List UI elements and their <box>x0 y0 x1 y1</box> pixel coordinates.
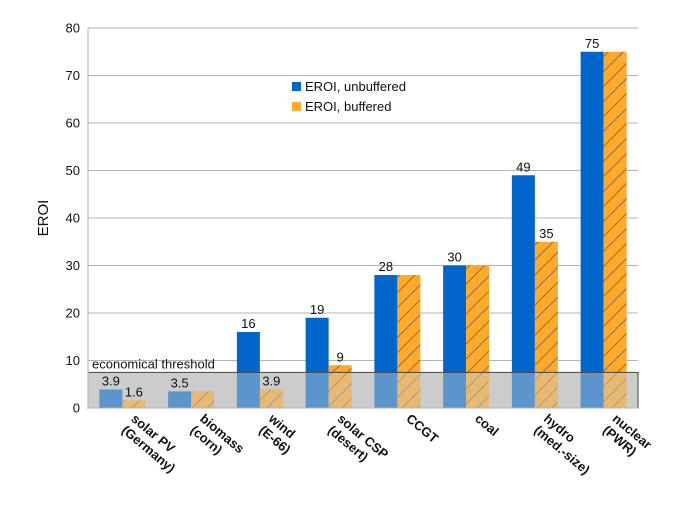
threshold-overlay <box>87 371 639 409</box>
y-tick-label: 50 <box>66 163 80 178</box>
y-axis-title: EROI <box>35 200 52 237</box>
data-label: 19 <box>310 302 324 317</box>
data-label: 9 <box>337 349 344 364</box>
x-category-label: nuclear(PWR) <box>600 411 655 464</box>
y-tick-label: 20 <box>66 306 80 321</box>
bar-unbuffered <box>580 51 604 408</box>
legend-label: EROI, unbuffered <box>305 79 406 94</box>
y-tick-label: 40 <box>66 211 80 226</box>
bar-unbuffered <box>168 391 192 408</box>
x-category-label-line: CCGT <box>403 411 441 446</box>
bar-unbuffered <box>374 275 398 408</box>
x-category-label: solar PV(Germany) <box>119 411 188 476</box>
data-label: 49 <box>516 159 530 174</box>
x-category-label: wind(E-66) <box>256 410 304 457</box>
legend-label: EROI, buffered <box>305 99 391 114</box>
overlay-layer: economical threshold <box>87 356 639 409</box>
bar-hatch <box>603 51 627 408</box>
x-category-label: hydro(med.-size) <box>531 411 602 478</box>
data-label: 3.9 <box>102 373 120 388</box>
data-label: 30 <box>447 250 461 265</box>
bar-hatch <box>534 241 558 408</box>
y-tick-label: 30 <box>66 258 80 273</box>
data-label: 28 <box>379 259 393 274</box>
legend: EROI, unbuffered EROI, buffered <box>292 79 406 114</box>
axis-layer: 0 10 20 30 40 50 60 70 80 EROI <box>35 21 638 416</box>
x-category-label: CCGT <box>403 411 441 446</box>
legend-swatch <box>292 102 301 111</box>
data-label: 75 <box>585 36 599 51</box>
bar-hatch <box>122 400 146 408</box>
data-label: 3.9 <box>262 373 280 388</box>
bars-layer <box>99 51 627 408</box>
bar-unbuffered <box>99 389 123 408</box>
bar-hatch <box>328 365 352 408</box>
x-category-label: coal <box>472 411 502 439</box>
bar-unbuffered <box>305 317 329 408</box>
y-tick-label: 10 <box>66 353 80 368</box>
y-tick-label: 0 <box>73 401 80 416</box>
data-label: 3.5 <box>171 375 189 390</box>
data-label: 1.6 <box>125 384 143 399</box>
y-tick-label: 80 <box>66 21 80 36</box>
bar-unbuffered <box>236 332 260 408</box>
bar-hatch <box>397 275 421 408</box>
x-category-label-line: coal <box>472 411 502 439</box>
data-label: 35 <box>539 226 553 241</box>
bar-hatch <box>259 389 283 408</box>
y-tick-label: 60 <box>66 116 80 131</box>
bar-unbuffered <box>511 175 535 408</box>
threshold-label: economical threshold <box>92 356 215 371</box>
bar-hatch <box>191 391 215 408</box>
x-category-label: solar CSP(desert) <box>325 411 392 474</box>
y-tick-label: 70 <box>66 68 80 83</box>
legend-swatch <box>292 82 301 91</box>
grid-layer <box>88 27 638 361</box>
data-label: 16 <box>241 316 255 331</box>
x-category-label: biomass(corn) <box>188 411 248 468</box>
